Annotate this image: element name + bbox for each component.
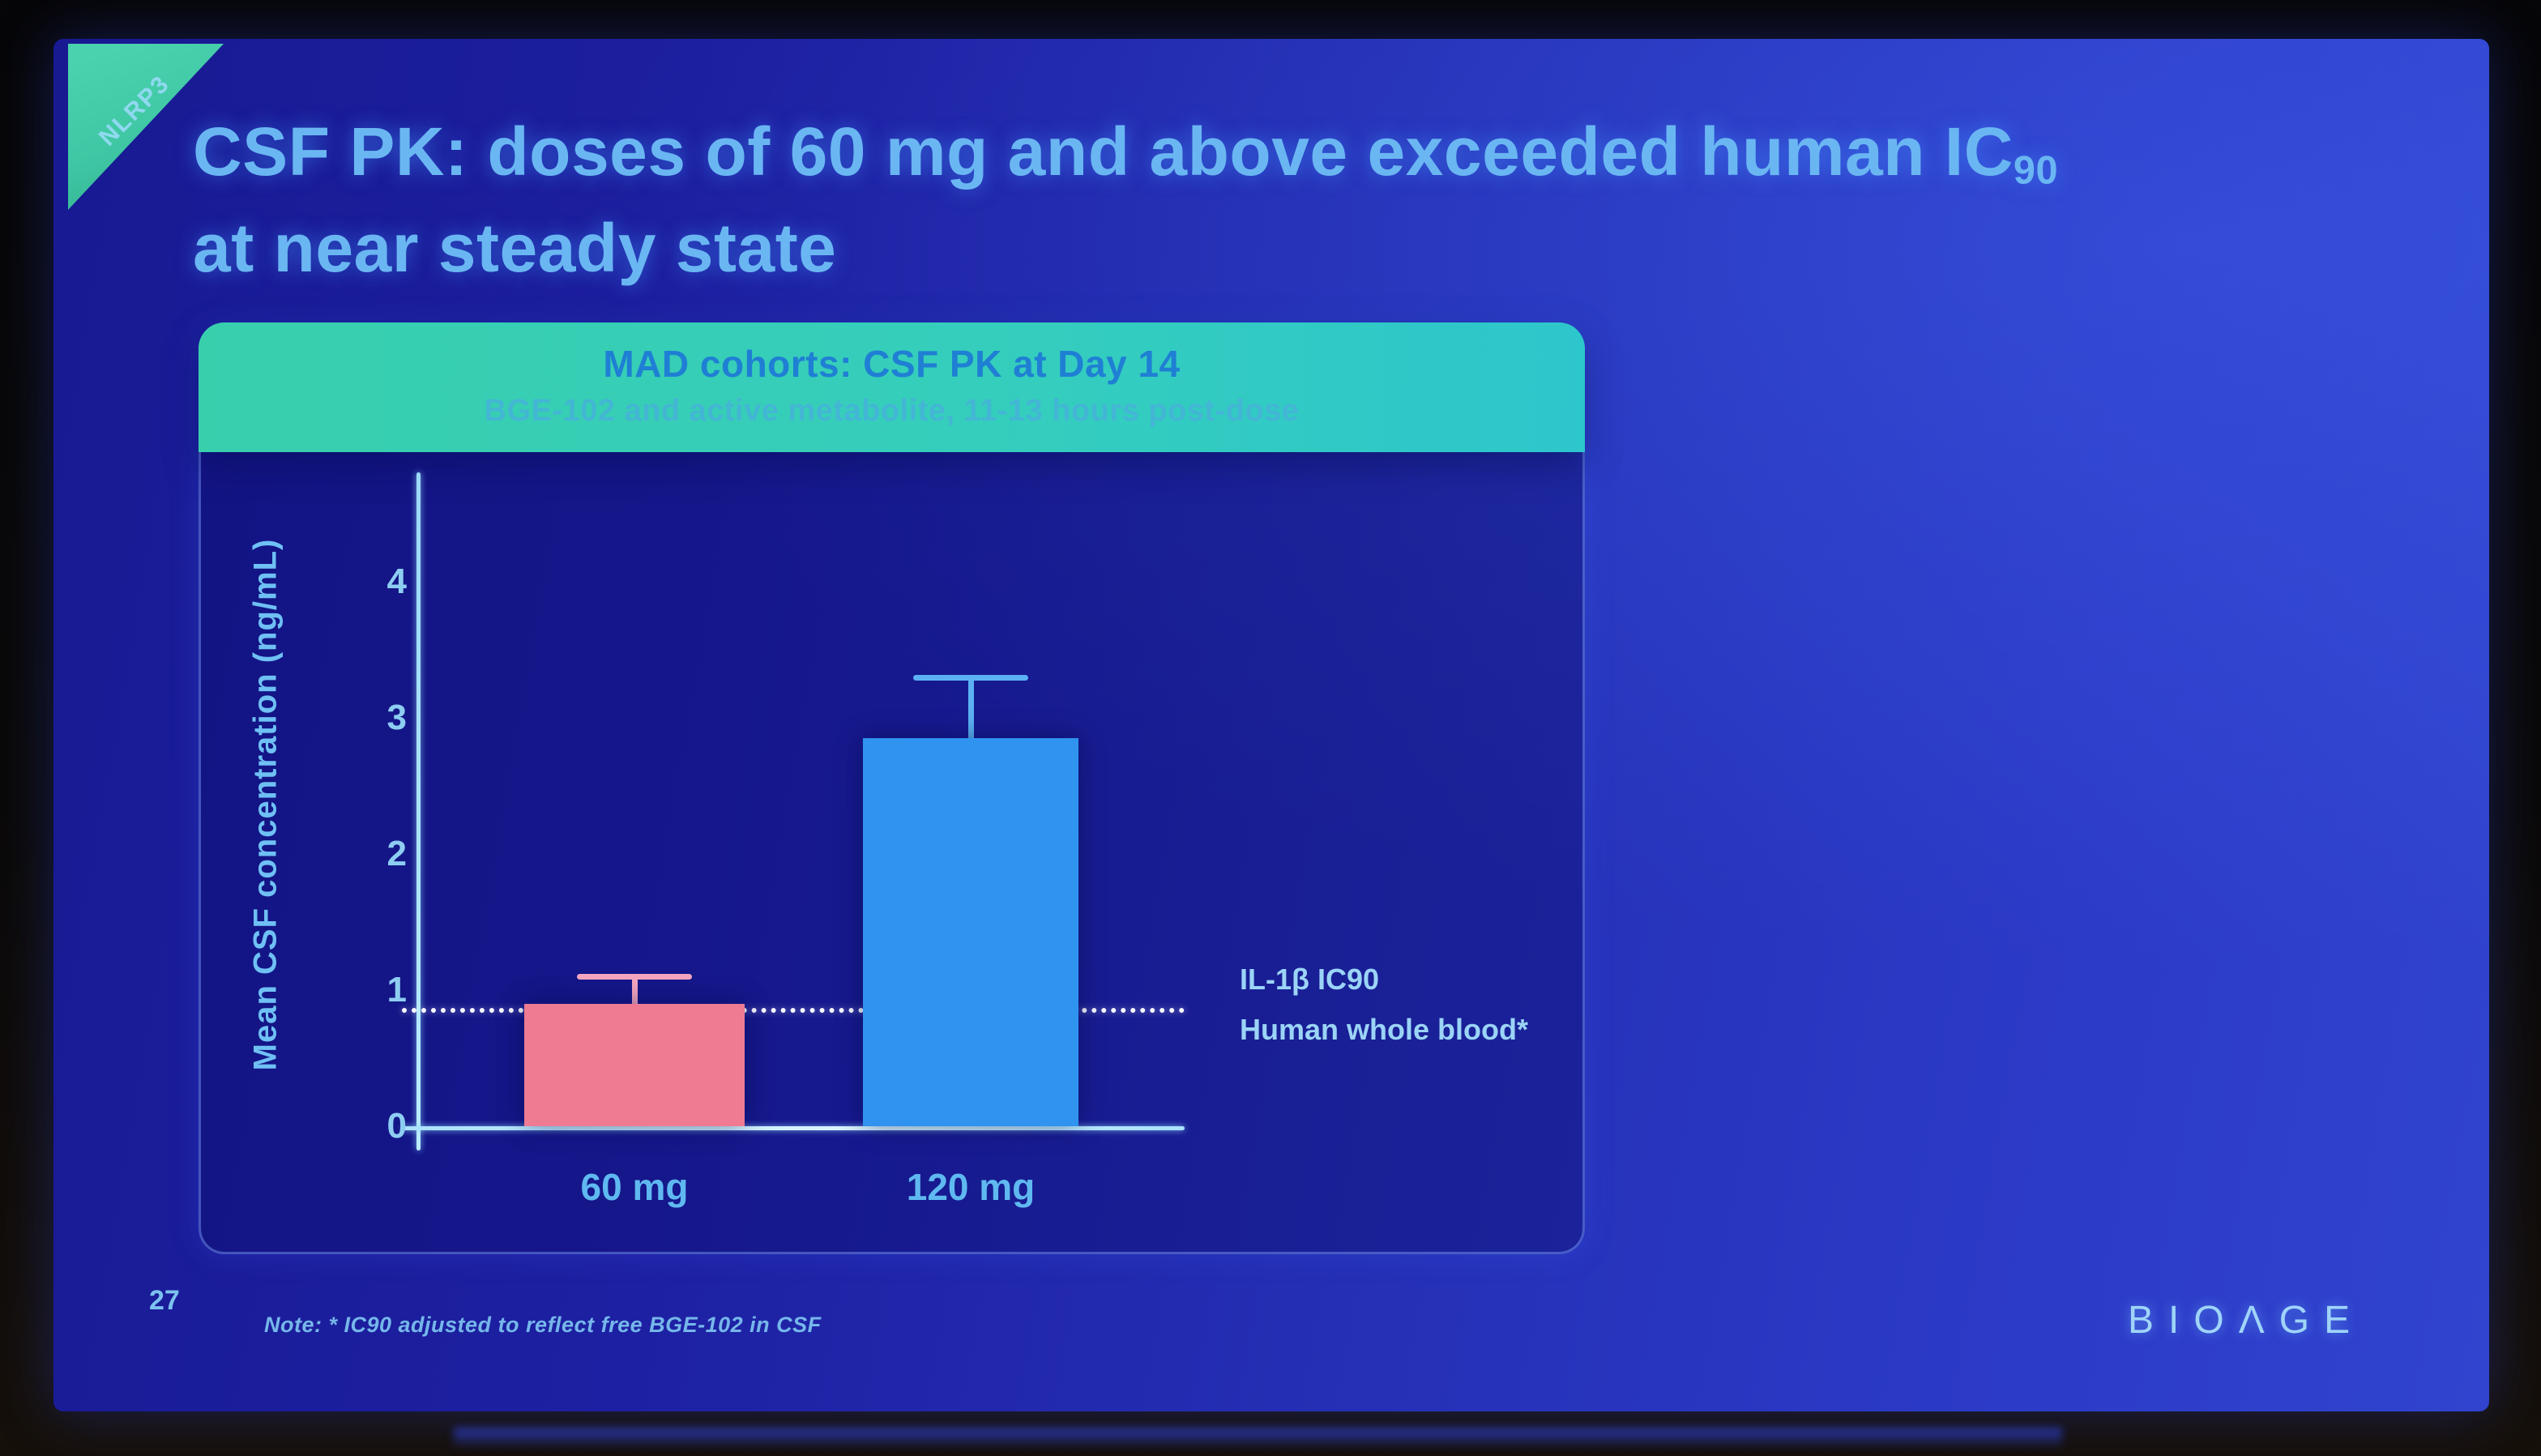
title-line1: CSF PK: doses of 60 mg and above exceede… [193, 113, 2014, 190]
bar-120-mg [863, 738, 1078, 1126]
x-category-label-120-mg: 120 mg [906, 1166, 1036, 1208]
slide: NLRP3 CSF PK: doses of 60 mg and above e… [53, 39, 2489, 1411]
panel-header-subtitle: BGE-102 and active metabolite, 11-13 hou… [484, 394, 1300, 428]
footnote: Note: * IC90 adjusted to reflect free BG… [264, 1313, 822, 1337]
error-bar-cap-120-mg [913, 674, 1028, 681]
slide-title: CSF PK: doses of 60 mg and above exceede… [193, 113, 2058, 287]
bar-chart: Mean CSF concentration (ng/mL) IL-1β IC9… [53, 39, 2489, 1411]
screen-bottom-reflection [454, 1428, 2062, 1449]
error-bar-stem-120-mg [967, 677, 974, 739]
x-category-label-60-mg: 60 mg [580, 1166, 689, 1208]
y-axis-line [416, 472, 421, 1151]
y-tick-label-3: 3 [386, 698, 407, 737]
title-line2: at near steady state [193, 209, 837, 286]
threshold-label-line2: Human whole blood* [1240, 1013, 1528, 1046]
page-number: 27 [149, 1285, 180, 1316]
title-ic90-subscript: 90 [2013, 148, 2059, 193]
error-bar-cap-60-mg [577, 974, 692, 980]
bioage-logo: BIOΛGE [2128, 1299, 2365, 1342]
threshold-label-line1: IL-1β IC90 [1240, 963, 1380, 996]
threshold-dotted-line [402, 1008, 1185, 1014]
y-axis-title: Mean CSF concentration (ng/mL) [247, 538, 284, 1071]
panel-header-title: MAD cohorts: CSF PK at Day 14 [603, 343, 1181, 385]
error-bar-stem-60-mg [631, 976, 638, 1004]
y-tick-label-2: 2 [386, 834, 407, 873]
y-tick-label-4: 4 [386, 561, 407, 601]
y-tick-label-0: 0 [386, 1106, 407, 1146]
y-tick-label-1: 1 [386, 970, 407, 1010]
panel-header: MAD cohorts: CSF PK at Day 14 BGE-102 an… [199, 322, 1585, 452]
x-axis-line [402, 1126, 1185, 1130]
bar-60-mg [524, 1003, 745, 1126]
